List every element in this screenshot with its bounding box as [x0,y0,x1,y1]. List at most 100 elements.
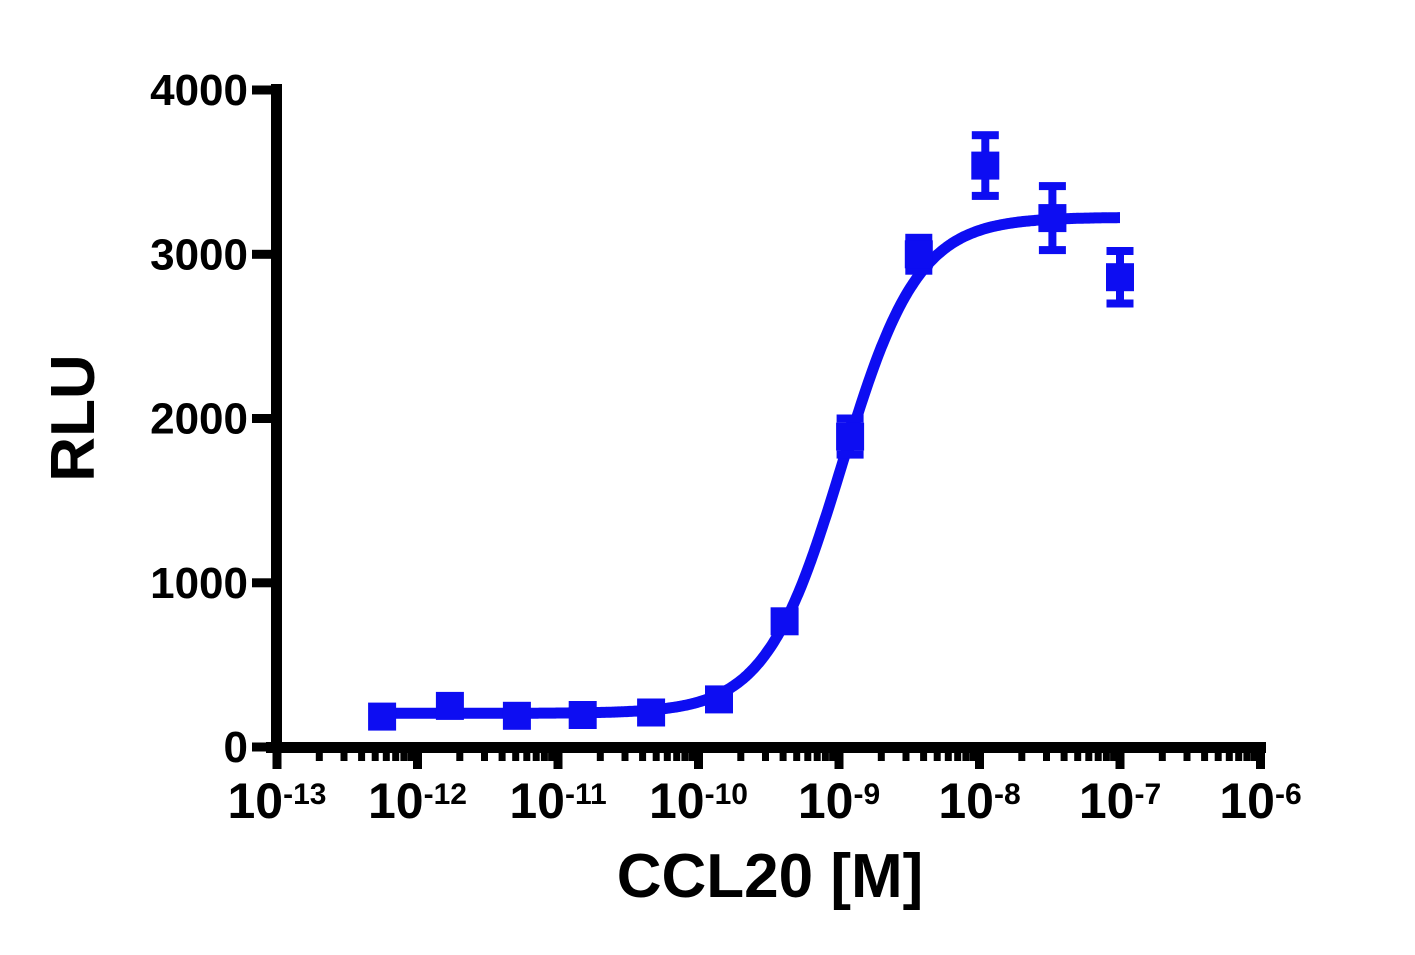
x-minor-tick [1102,747,1110,761]
x-minor-tick [737,747,745,761]
x-minor-tick [596,747,604,761]
x-minor-tick [877,747,885,761]
x-minor-tick [621,747,629,761]
data-point-marker [705,685,733,714]
data-point-marker [502,701,531,730]
x-minor-tick [1085,747,1093,761]
y-tick [252,249,272,259]
error-bar-cap-bottom [905,266,933,275]
y-tick [252,742,272,752]
x-minor-tick [481,747,488,761]
x-major-tick [1115,747,1125,769]
x-minor-tick [1043,747,1050,761]
x-minor-tick [1074,747,1082,761]
data-point-marker [971,151,1000,180]
x-minor-tick [681,747,689,761]
data-point-marker [1038,204,1067,233]
data-point-marker [568,701,597,729]
x-tick-label: 10-8 [938,773,1020,829]
error-bar-cap-bottom [1038,246,1066,255]
x-minor-tick [358,747,366,761]
x-minor-tick [944,747,952,761]
y-tick [252,85,272,95]
data-point-marker [637,698,666,727]
error-bar-cap-top [1038,182,1066,191]
x-minor-tick [1250,747,1258,761]
x-tick-label: 10-10 [649,773,748,829]
x-minor-tick [673,747,681,761]
x-minor-tick [762,747,769,761]
x-minor-tick [779,747,787,761]
data-point-marker [1106,263,1134,292]
x-minor-tick [829,747,837,761]
x-minor-tick [371,747,379,761]
x-minor-tick [821,747,829,761]
y-tick-label: 4000 [150,66,248,115]
y-ticks: 0 1000 2000 3000 4000 [150,66,272,772]
x-minor-ticks [315,747,1258,761]
x-minor-tick [498,747,506,761]
y-tick-label: 3000 [150,230,248,279]
x-tick-label: 10-6 [1219,773,1301,829]
x-minor-tick [340,747,348,761]
y-tick [252,414,272,423]
x-minor-tick [1235,747,1243,761]
x-minor-tick [933,747,941,761]
x-minor-tick [1183,747,1191,761]
data-series [368,131,1134,731]
y-tick-label: 2000 [150,395,248,444]
x-major-tick [413,747,422,769]
data-point-marker [836,422,865,451]
x-major-tick [694,747,703,769]
x-major-tick [834,747,844,769]
error-bar-cap-bottom [836,450,864,459]
x-major-tick [553,747,563,769]
data-point-marker [368,702,397,731]
x-minor-tick [407,747,415,761]
x-minor-tick [1094,747,1102,761]
x-minor-tick [382,747,390,761]
x-tick-label: 10-13 [228,773,327,829]
x-minor-tick [1018,747,1026,761]
x-minor-tick [962,747,970,761]
x-minor-tick [1225,747,1233,761]
x-major-tick [272,747,282,769]
x-minor-tick [1201,747,1209,761]
x-minor-tick [639,747,647,761]
x-major-ticks: 10-13 10-12 10-11 10-10 10-9 10-8 10-7 10-6 [228,747,1302,829]
x-axis-line [266,742,1266,753]
data-point-marker [770,607,799,636]
x-minor-tick [793,747,801,761]
x-tick-label: 10-9 [798,773,880,829]
x-minor-tick [920,747,928,761]
x-tick-label: 10-12 [368,773,467,829]
x-minor-tick [652,747,660,761]
x-minor-tick [1110,747,1118,761]
x-minor-tick [1243,747,1251,761]
x-minor-tick [548,747,556,761]
error-bar-cap-top [1106,247,1134,255]
error-bar-cap-top [971,131,999,140]
fit-curve [378,212,1125,719]
error-bar-cap-bottom [971,191,999,200]
x-minor-tick [1060,747,1068,761]
x-minor-tick [512,747,520,761]
y-axis-title: RLU [39,354,108,482]
x-minor-tick [1214,747,1222,761]
x-minor-tick [540,747,548,761]
x-major-tick [1256,747,1265,769]
y-tick [252,578,272,588]
x-minor-tick [688,747,696,761]
data-point-marker [435,691,464,720]
x-minor-tick [663,747,671,761]
x-minor-tick [456,747,464,761]
y-tick-label: 1000 [150,559,248,608]
x-major-tick [975,747,984,769]
x-minor-tick [969,747,977,761]
x-minor-tick [532,747,540,761]
y-axis-line [271,84,282,753]
error-bar-cap-top [905,233,933,242]
x-minor-tick [1158,747,1166,761]
